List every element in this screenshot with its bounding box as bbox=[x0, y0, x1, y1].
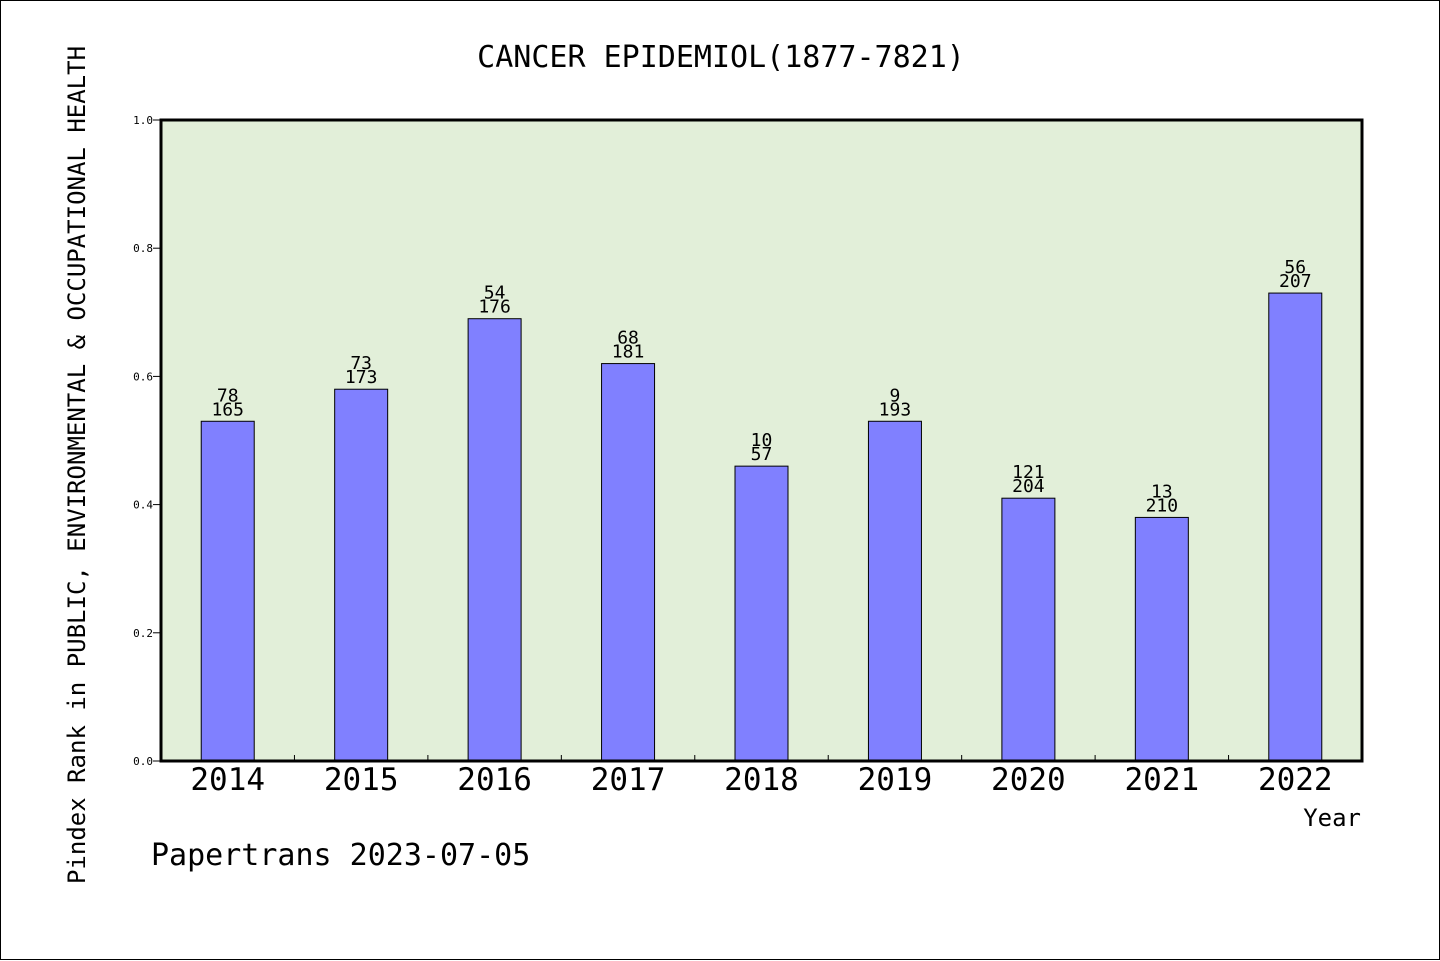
bar-label-bottom: 176 bbox=[478, 297, 511, 318]
x-tick-label: 2020 bbox=[991, 762, 1066, 798]
bar bbox=[1134, 516, 1189, 762]
bar-label-top: 54 bbox=[484, 283, 506, 304]
y-tick-label: 1.0 bbox=[133, 114, 153, 127]
bar bbox=[601, 363, 656, 762]
x-tick-label: 2022 bbox=[1258, 762, 1333, 798]
bar-label-top: 68 bbox=[617, 328, 639, 349]
plot-border bbox=[159, 118, 1364, 763]
x-tick-label: 2021 bbox=[1125, 762, 1200, 798]
bar-label-top: 13 bbox=[1151, 481, 1173, 502]
bar-label-bottom: 165 bbox=[211, 399, 244, 420]
bar-label-bottom: 210 bbox=[1146, 495, 1179, 516]
bar-label-bottom: 173 bbox=[345, 367, 378, 388]
credit-text: Papertrans 2023-07-05 bbox=[151, 838, 530, 873]
bar-label-bottom: 193 bbox=[879, 399, 912, 420]
y-tick-label: 0.4 bbox=[133, 499, 153, 512]
bar bbox=[867, 420, 922, 762]
y-tick-label: 0.0 bbox=[133, 755, 153, 768]
bar-label-bottom: 57 bbox=[751, 444, 773, 465]
bar-label-bottom: 204 bbox=[1012, 476, 1045, 497]
x-tick-label: 2018 bbox=[724, 762, 799, 798]
bar bbox=[1001, 497, 1056, 762]
bar-label-top: 121 bbox=[1012, 462, 1045, 483]
bar bbox=[467, 318, 522, 762]
bar-label-top: 56 bbox=[1284, 257, 1306, 278]
x-tick-label: 2019 bbox=[858, 762, 933, 798]
y-axis: 0.0 0.2 0.4 0.6 0.8 1.0 bbox=[133, 114, 161, 768]
x-tick-label: 2015 bbox=[324, 762, 399, 798]
chart-title: CANCER EPIDEMIOL(1877-7821) bbox=[477, 40, 965, 75]
y-tick-label: 0.6 bbox=[133, 370, 153, 383]
y-tick-label: 0.2 bbox=[133, 627, 153, 640]
bar-label-top: 73 bbox=[350, 353, 372, 374]
bar-label-top: 78 bbox=[217, 385, 239, 406]
x-tick-label: 2016 bbox=[457, 762, 532, 798]
x-tick-label: 2017 bbox=[591, 762, 666, 798]
y-axis-label: Pindex Rank in PUBLIC, ENVIRONMENTAL & O… bbox=[63, 46, 91, 884]
bar bbox=[1268, 292, 1323, 762]
bar bbox=[334, 388, 389, 762]
bar-label-bottom: 207 bbox=[1279, 271, 1312, 292]
x-tick-label: 2014 bbox=[190, 762, 265, 798]
bar bbox=[200, 420, 255, 762]
x-axis: 2014 2015 2016 2017 2018 2019 2020 2021 2022 bbox=[159, 118, 1364, 798]
y-tick-label: 0.8 bbox=[133, 242, 153, 255]
bar-label-top: 10 bbox=[751, 430, 773, 451]
x-axis-label: Year bbox=[1303, 804, 1361, 832]
bar-label-bottom: 181 bbox=[612, 342, 645, 363]
bar-label-top: 9 bbox=[890, 385, 901, 406]
bar bbox=[734, 465, 789, 762]
